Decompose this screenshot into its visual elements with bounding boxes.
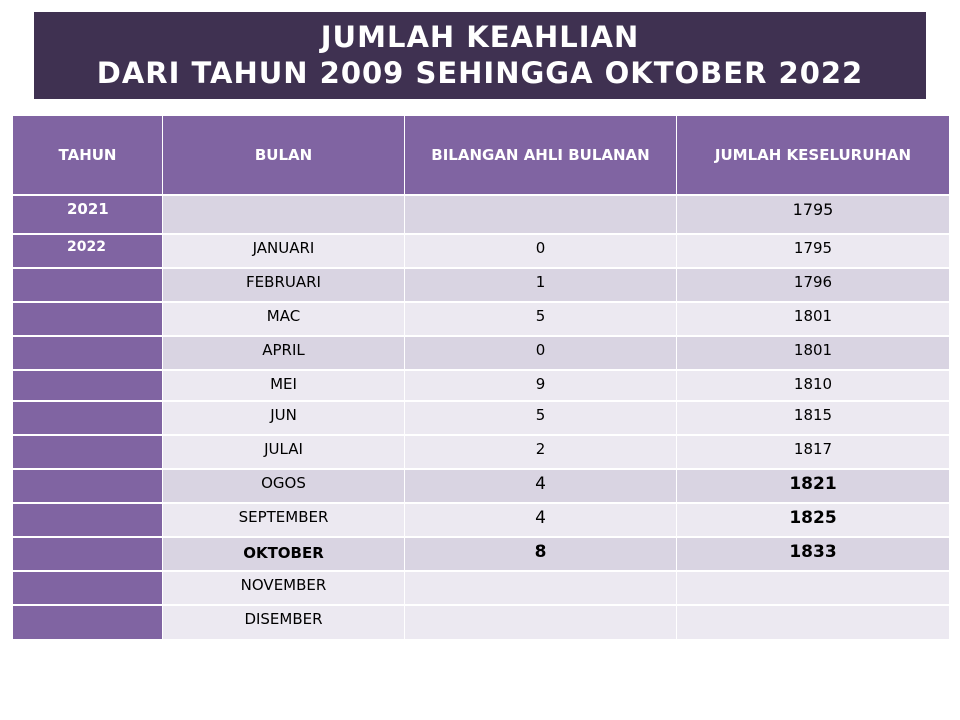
- cell-bilangan: 5: [404, 400, 677, 436]
- cell-bulan: FEBRUARI: [162, 267, 405, 303]
- cell-jumlah: 1817: [676, 434, 950, 470]
- cell-tahun: [12, 400, 163, 436]
- cell-tahun: [12, 369, 163, 402]
- cell-bulan: MEI: [162, 369, 405, 402]
- header-bulan: BULAN: [162, 115, 405, 196]
- cell-bilangan: 4: [404, 502, 677, 538]
- cell-bulan: DISEMBER: [162, 604, 405, 640]
- cell-jumlah: 1833: [676, 536, 950, 572]
- cell-bilangan: 5: [404, 301, 677, 337]
- cell-tahun: 2022: [12, 233, 163, 269]
- cell-bulan: JANUARI: [162, 233, 405, 269]
- cell-bilangan: 8: [404, 536, 677, 572]
- cell-bulan: SEPTEMBER: [162, 502, 405, 538]
- table-row: OKTOBER 8 1833: [12, 536, 950, 572]
- cell-bilangan: 0: [404, 335, 677, 371]
- header-bilangan: BILANGAN AHLI BULANAN: [404, 115, 677, 196]
- cell-bulan: APRIL: [162, 335, 405, 371]
- cell-jumlah: 1810: [676, 369, 950, 402]
- cell-tahun: [12, 604, 163, 640]
- cell-jumlah: 1801: [676, 301, 950, 337]
- cell-bilangan: 4: [404, 468, 677, 504]
- page-title: JUMLAH KEAHLIAN DARI TAHUN 2009 SEHINGGA…: [34, 12, 926, 99]
- title-line-1: JUMLAH KEAHLIAN: [320, 20, 640, 54]
- table-row: NOVEMBER: [12, 570, 950, 606]
- cell-bilangan: [404, 604, 677, 640]
- cell-jumlah: [676, 604, 950, 640]
- cell-tahun: [12, 536, 163, 572]
- table-row: DISEMBER: [12, 604, 950, 640]
- cell-jumlah: 1796: [676, 267, 950, 303]
- cell-bulan: OKTOBER: [162, 536, 405, 572]
- table-row: JUN 5 1815: [12, 400, 950, 436]
- cell-bilangan: 0: [404, 233, 677, 269]
- table-row: MEI 9 1810: [12, 369, 950, 402]
- cell-bulan: JUN: [162, 400, 405, 436]
- table-row: MAC 5 1801: [12, 301, 950, 337]
- cell-tahun: [12, 267, 163, 303]
- table-row: JULAI 2 1817: [12, 434, 950, 470]
- table-row: 2022 JANUARI 0 1795: [12, 233, 950, 269]
- cell-bulan: MAC: [162, 301, 405, 337]
- cell-tahun: [12, 468, 163, 504]
- table-row: 2021 1795: [12, 194, 950, 235]
- cell-jumlah: 1825: [676, 502, 950, 538]
- table-row: OGOS 4 1821: [12, 468, 950, 504]
- cell-bulan: NOVEMBER: [162, 570, 405, 606]
- cell-jumlah: 1821: [676, 468, 950, 504]
- cell-jumlah: 1795: [676, 194, 950, 235]
- cell-bulan: OGOS: [162, 468, 405, 504]
- cell-bilangan: [404, 570, 677, 606]
- cell-tahun: [12, 570, 163, 606]
- cell-bilangan: [404, 194, 677, 235]
- cell-tahun: [12, 301, 163, 337]
- cell-bilangan: 1: [404, 267, 677, 303]
- table-header-row: TAHUN BULAN BILANGAN AHLI BULANAN JUMLAH…: [12, 115, 950, 196]
- cell-jumlah: 1795: [676, 233, 950, 269]
- header-tahun: TAHUN: [12, 115, 163, 196]
- cell-tahun: [12, 434, 163, 470]
- cell-tahun: [12, 335, 163, 371]
- table-row: SEPTEMBER 4 1825: [12, 502, 950, 538]
- table-row: FEBRUARI 1 1796: [12, 267, 950, 303]
- cell-bulan: [162, 194, 405, 235]
- cell-bilangan: 9: [404, 369, 677, 402]
- title-line-2: DARI TAHUN 2009 SEHINGGA OKTOBER 2022: [96, 56, 864, 90]
- cell-tahun: [12, 502, 163, 538]
- cell-jumlah: [676, 570, 950, 606]
- membership-table: TAHUN BULAN BILANGAN AHLI BULANAN JUMLAH…: [12, 115, 950, 640]
- cell-bulan: JULAI: [162, 434, 405, 470]
- table-row: APRIL 0 1801: [12, 335, 950, 371]
- header-jumlah: JUMLAH KESELURUHAN: [676, 115, 950, 196]
- cell-jumlah: 1815: [676, 400, 950, 436]
- cell-bilangan: 2: [404, 434, 677, 470]
- cell-tahun: 2021: [12, 194, 163, 235]
- cell-jumlah: 1801: [676, 335, 950, 371]
